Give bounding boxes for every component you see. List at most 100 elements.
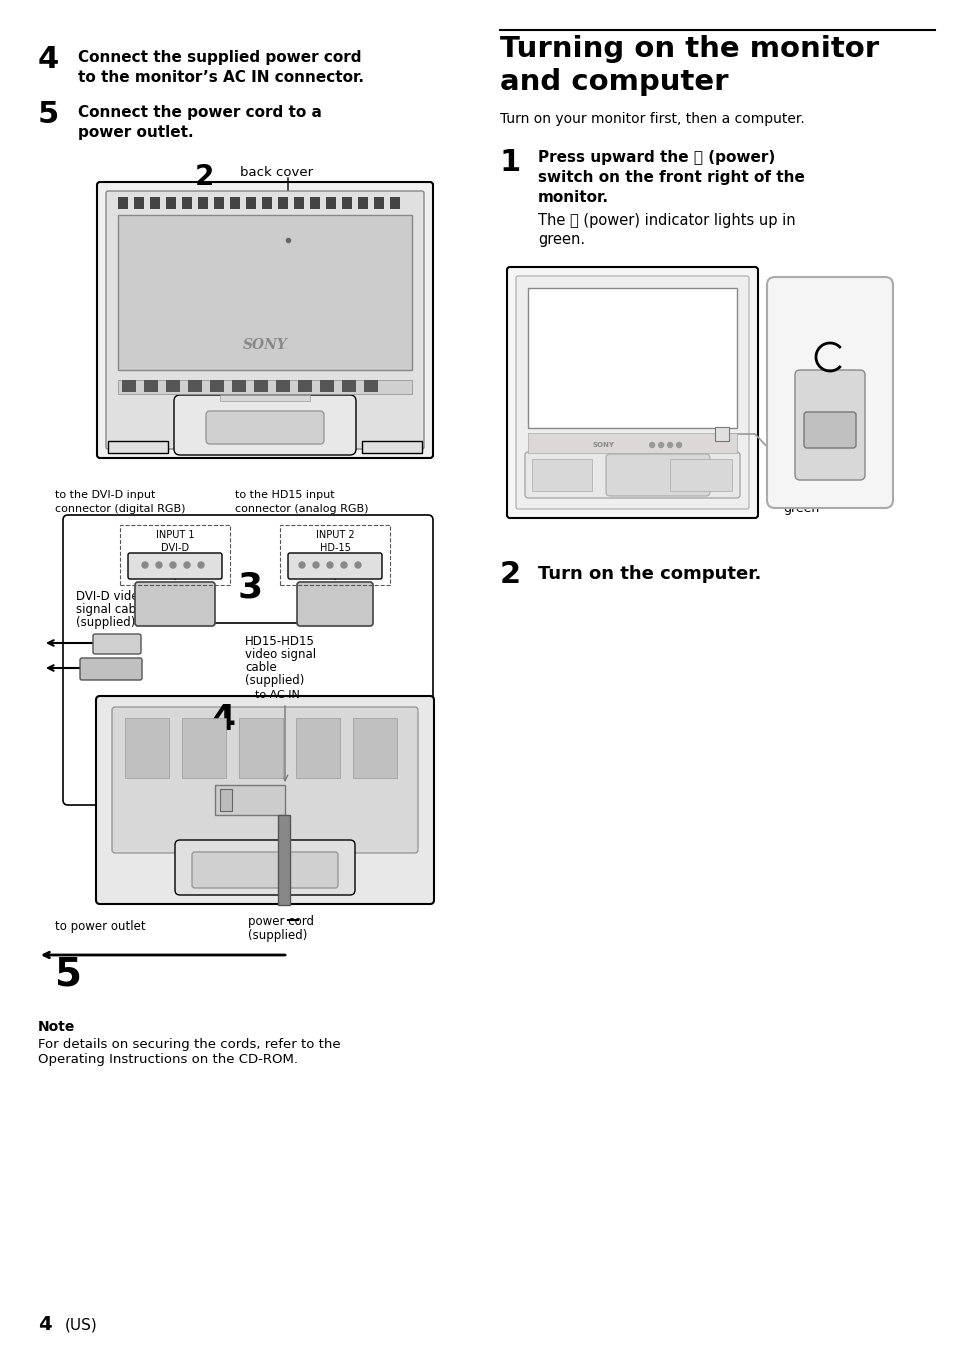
Bar: [374, 197, 384, 210]
Text: 4: 4: [38, 1315, 51, 1334]
FancyBboxPatch shape: [206, 411, 324, 443]
Bar: [166, 380, 180, 392]
Circle shape: [198, 562, 204, 568]
FancyBboxPatch shape: [296, 581, 373, 626]
FancyBboxPatch shape: [605, 454, 709, 496]
Text: Note: Note: [38, 1019, 75, 1034]
Text: INPUT 1: INPUT 1: [155, 530, 194, 539]
FancyBboxPatch shape: [506, 266, 758, 518]
Bar: [532, 458, 592, 491]
Bar: [361, 441, 421, 453]
Bar: [122, 380, 136, 392]
Circle shape: [649, 442, 654, 448]
Text: HD15-HD15: HD15-HD15: [245, 635, 314, 648]
Text: connector (analog RGB): connector (analog RGB): [234, 504, 368, 514]
Bar: [230, 197, 240, 210]
Bar: [390, 197, 399, 210]
Bar: [182, 718, 226, 777]
FancyBboxPatch shape: [794, 370, 864, 480]
Text: For details on securing the cords, refer to the: For details on securing the cords, refer…: [38, 1038, 340, 1051]
Text: (supplied): (supplied): [248, 929, 307, 942]
Circle shape: [667, 442, 672, 448]
Text: (supplied): (supplied): [76, 617, 135, 629]
Text: 4: 4: [38, 45, 59, 74]
Bar: [527, 288, 737, 429]
Bar: [210, 380, 224, 392]
Text: DVI-D video: DVI-D video: [76, 589, 146, 603]
Bar: [120, 525, 230, 585]
Text: back cover: back cover: [240, 166, 313, 178]
Text: 2: 2: [499, 560, 520, 589]
Bar: [150, 197, 160, 210]
Bar: [239, 718, 283, 777]
Bar: [277, 815, 290, 904]
FancyBboxPatch shape: [97, 183, 433, 458]
Circle shape: [340, 562, 347, 568]
Text: power outlet.: power outlet.: [78, 124, 193, 141]
Text: 4: 4: [210, 703, 234, 737]
Text: The ⏻ (power) indicator lights up in: The ⏻ (power) indicator lights up in: [537, 214, 795, 228]
Bar: [294, 197, 304, 210]
Bar: [232, 380, 246, 392]
Bar: [310, 197, 319, 210]
Circle shape: [327, 562, 333, 568]
Text: signal cable: signal cable: [76, 603, 147, 617]
Bar: [118, 197, 128, 210]
Text: Operating Instructions on the CD-ROM.: Operating Instructions on the CD-ROM.: [38, 1053, 297, 1065]
Text: to the HD15 input: to the HD15 input: [234, 489, 335, 500]
Text: HD-15: HD-15: [319, 544, 350, 553]
Bar: [714, 427, 728, 441]
Bar: [341, 380, 355, 392]
Text: to power outlet: to power outlet: [55, 919, 146, 933]
Bar: [198, 197, 208, 210]
FancyBboxPatch shape: [135, 581, 214, 626]
Bar: [144, 380, 158, 392]
Bar: [262, 197, 272, 210]
Circle shape: [156, 562, 162, 568]
Text: Turning on the monitor: Turning on the monitor: [499, 35, 879, 64]
Text: switch on the front right of the: switch on the front right of the: [537, 170, 804, 185]
Text: (supplied): (supplied): [245, 675, 304, 687]
Circle shape: [658, 442, 663, 448]
Text: to the monitor’s AC IN connector.: to the monitor’s AC IN connector.: [78, 70, 364, 85]
FancyBboxPatch shape: [63, 515, 433, 804]
Bar: [297, 380, 312, 392]
Bar: [280, 525, 390, 585]
Text: cable: cable: [245, 661, 276, 675]
Text: monitor.: monitor.: [537, 191, 608, 206]
Bar: [527, 433, 737, 453]
Text: INPUT 2: INPUT 2: [315, 530, 354, 539]
Text: connector (digital RGB): connector (digital RGB): [55, 504, 185, 514]
Bar: [326, 197, 335, 210]
FancyBboxPatch shape: [803, 412, 855, 448]
Bar: [182, 197, 192, 210]
Bar: [669, 458, 731, 491]
Bar: [295, 718, 339, 777]
Text: green: green: [782, 502, 819, 515]
Bar: [364, 380, 377, 392]
Text: green.: green.: [537, 233, 584, 247]
FancyBboxPatch shape: [80, 658, 142, 680]
FancyBboxPatch shape: [96, 696, 434, 904]
Bar: [125, 718, 169, 777]
Text: 2: 2: [194, 164, 214, 191]
Text: 5: 5: [38, 100, 59, 128]
Bar: [275, 380, 290, 392]
Circle shape: [298, 562, 305, 568]
FancyBboxPatch shape: [192, 852, 337, 888]
Bar: [214, 786, 285, 815]
Text: 5: 5: [55, 955, 82, 992]
Text: Connect the power cord to a: Connect the power cord to a: [78, 105, 321, 120]
Text: Press upward the ⏻ (power): Press upward the ⏻ (power): [537, 150, 775, 165]
Bar: [118, 215, 412, 370]
Circle shape: [170, 562, 175, 568]
Text: Turn on your monitor first, then a computer.: Turn on your monitor first, then a compu…: [499, 112, 804, 126]
Bar: [108, 441, 168, 453]
Text: video signal: video signal: [245, 648, 315, 661]
Text: to the DVI-D input: to the DVI-D input: [55, 489, 155, 500]
Text: lights in: lights in: [782, 485, 832, 498]
Bar: [213, 197, 224, 210]
FancyBboxPatch shape: [766, 277, 892, 508]
Text: DVI-D: DVI-D: [161, 544, 189, 553]
Text: Turn on the computer.: Turn on the computer.: [537, 565, 760, 583]
